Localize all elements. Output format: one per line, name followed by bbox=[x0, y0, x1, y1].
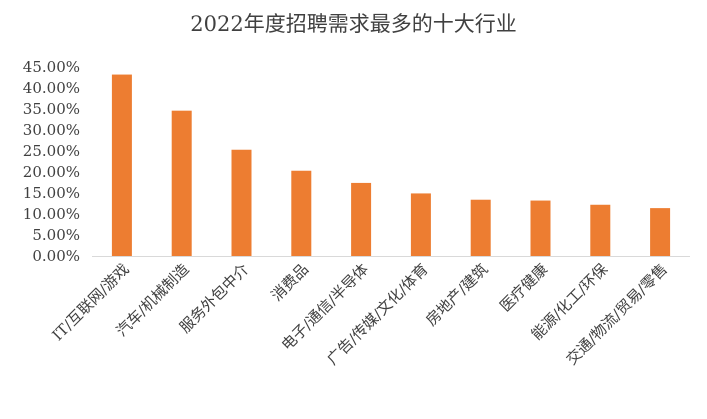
bar bbox=[111, 74, 132, 256]
bar bbox=[171, 110, 192, 257]
bar bbox=[291, 170, 312, 256]
x-tick-label: 广告/传媒/文化/体育 bbox=[323, 260, 431, 368]
x-tick-label: 交通/物流/贸易/零售 bbox=[563, 260, 671, 368]
y-tick-label: 0.00% bbox=[32, 247, 80, 265]
bar bbox=[351, 182, 372, 256]
bar bbox=[650, 208, 671, 256]
y-tick-label: 15.00% bbox=[23, 184, 80, 202]
bar bbox=[410, 193, 431, 256]
y-tick-label: 25.00% bbox=[23, 142, 80, 160]
chart-title: 2022年度招聘需求最多的十大行业 bbox=[190, 12, 517, 36]
x-tick-label: 房地产/建筑 bbox=[422, 260, 491, 329]
bar bbox=[470, 199, 491, 256]
y-tick-label: 45.00% bbox=[23, 58, 80, 76]
bar bbox=[590, 204, 611, 256]
x-tick-label: 医疗健康 bbox=[496, 260, 551, 315]
y-tick-label: 10.00% bbox=[23, 205, 80, 223]
bar bbox=[231, 149, 252, 256]
y-tick-label: 20.00% bbox=[23, 163, 80, 181]
y-tick-label: 40.00% bbox=[23, 79, 80, 97]
y-tick-label: 30.00% bbox=[23, 121, 80, 139]
y-tick-label: 35.00% bbox=[23, 100, 80, 118]
x-tick-label: 消费品 bbox=[268, 260, 313, 305]
bar bbox=[530, 200, 551, 256]
y-tick-label: 5.00% bbox=[32, 226, 80, 244]
